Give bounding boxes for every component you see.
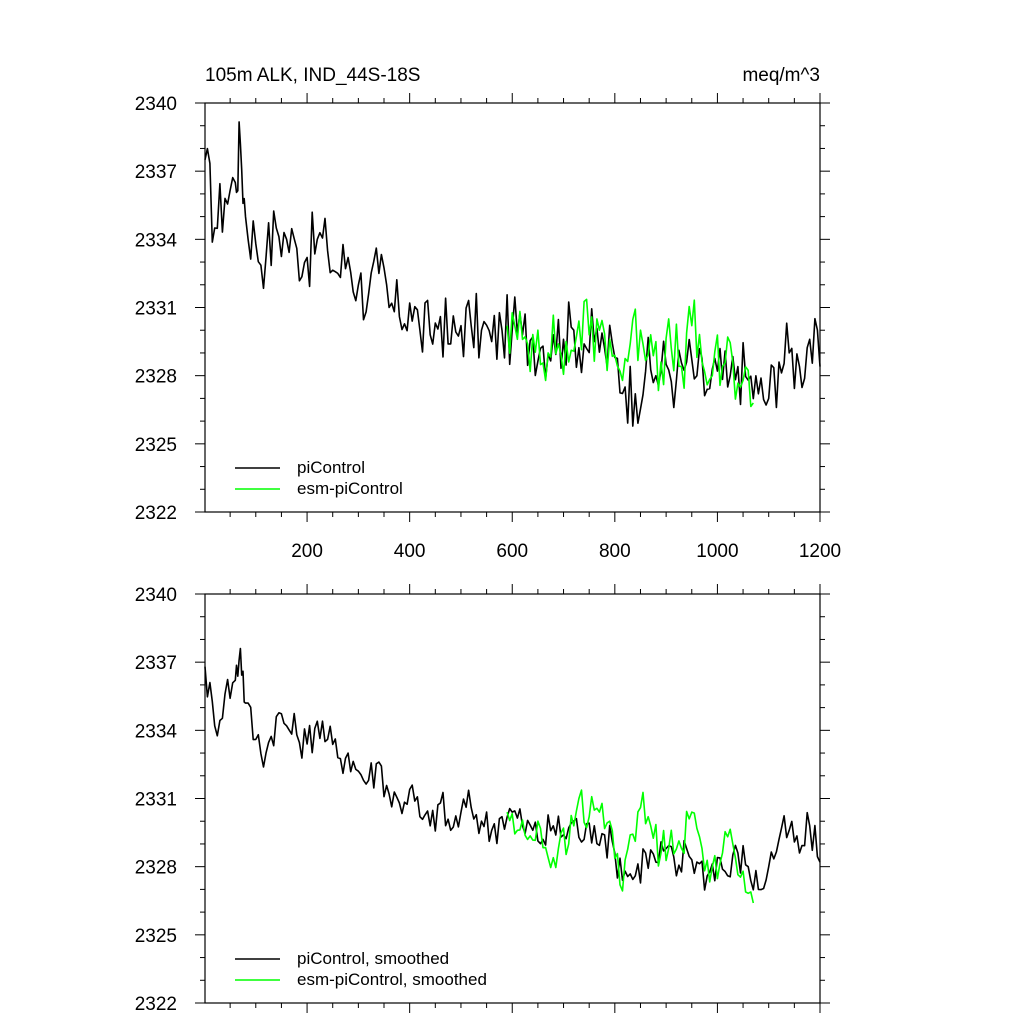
x-tick-label: 600	[496, 541, 528, 562]
y-tick-label: 2325	[135, 435, 177, 456]
legend-label: piControl, smoothed	[297, 949, 449, 968]
series-line-picontrol-smoothed	[204, 647, 821, 891]
x-tick-label: 800	[599, 541, 631, 562]
y-tick-label: 2328	[135, 367, 177, 388]
legend-label: esm-piControl, smoothed	[297, 970, 487, 989]
x-tick-label: 1200	[799, 541, 841, 562]
x-tick-label: 200	[291, 541, 323, 562]
legend-label: esm-piControl	[297, 479, 403, 498]
x-tick-label: 400	[394, 541, 426, 562]
series-line-picontrol	[204, 121, 821, 427]
y-tick-label: 2322	[135, 994, 177, 1015]
y-tick-label: 2331	[135, 790, 177, 811]
plot-frame-1	[204, 102, 821, 513]
legend-label: piControl	[297, 458, 365, 477]
chart-title: 105m ALK, IND_44S-18S	[205, 65, 420, 86]
y-tick-label: 2322	[135, 503, 177, 524]
units-label: meq/m^3	[742, 65, 820, 86]
y-tick-label: 2325	[135, 926, 177, 947]
y-tick-label: 2328	[135, 858, 177, 879]
x-tick-label: 1000	[696, 541, 738, 562]
y-tick-label: 2334	[135, 230, 178, 251]
series-line-esm-picontrol-smoothed	[506, 789, 755, 904]
y-tick-label: 2331	[135, 299, 177, 320]
y-tick-label: 2334	[135, 721, 178, 742]
y-tick-label: 2337	[135, 653, 177, 674]
y-tick-label: 2340	[135, 94, 177, 115]
y-tick-label: 2337	[135, 162, 177, 183]
y-tick-label: 2340	[135, 585, 177, 606]
plot-frame-2	[204, 593, 821, 1004]
series-line-esm-picontrol	[506, 298, 754, 408]
